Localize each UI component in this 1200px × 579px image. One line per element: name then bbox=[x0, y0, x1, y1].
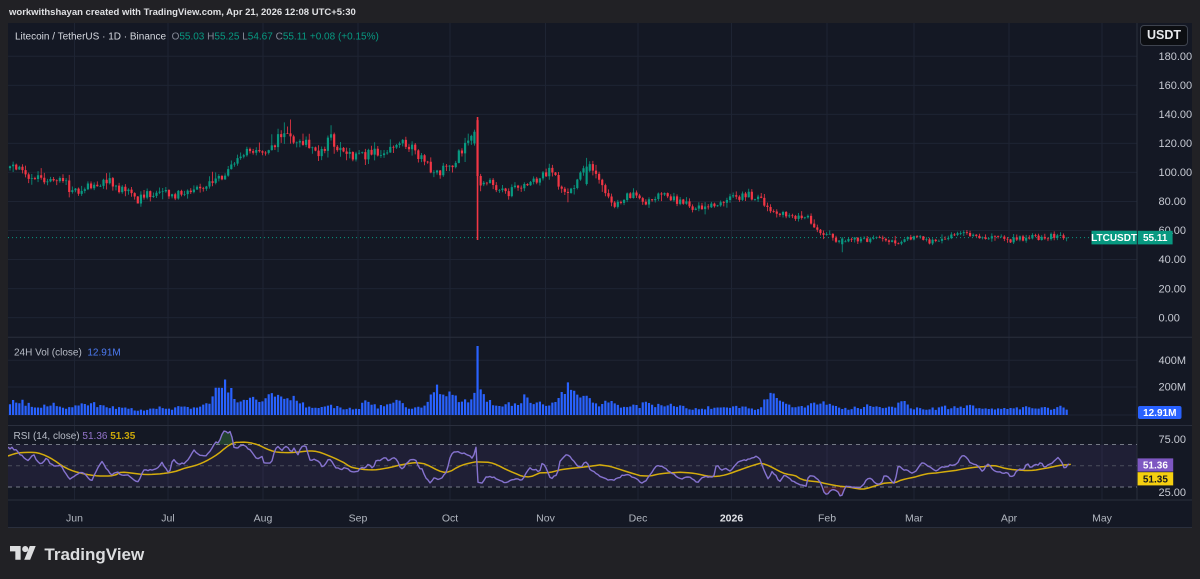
svg-text:Sep: Sep bbox=[349, 513, 368, 525]
svg-text:200M: 200M bbox=[1159, 382, 1187, 394]
svg-text:May: May bbox=[1092, 513, 1113, 525]
svg-text:55.11: 55.11 bbox=[1143, 233, 1168, 244]
svg-text:51.35: 51.35 bbox=[1143, 474, 1168, 485]
svg-text:Jun: Jun bbox=[66, 513, 83, 525]
svg-text:2026: 2026 bbox=[720, 513, 744, 525]
svg-text:100.00: 100.00 bbox=[1159, 167, 1193, 179]
svg-text:RSI (14, close) 51.36 51.35: RSI (14, close) 51.36 51.35 bbox=[14, 431, 136, 442]
svg-text:24H Vol (close) 12.91M: 24H Vol (close) 12.91M bbox=[14, 348, 121, 359]
svg-text:20.00: 20.00 bbox=[1159, 283, 1187, 295]
svg-text:Jul: Jul bbox=[161, 513, 174, 525]
svg-text:140.00: 140.00 bbox=[1159, 109, 1193, 121]
svg-text:Oct: Oct bbox=[442, 513, 458, 525]
svg-text:120.00: 120.00 bbox=[1159, 138, 1193, 150]
svg-text:160.00: 160.00 bbox=[1159, 80, 1193, 92]
svg-text:LTCUSDT: LTCUSDT bbox=[1091, 233, 1137, 244]
svg-text:Apr: Apr bbox=[1001, 513, 1018, 525]
svg-text:Mar: Mar bbox=[905, 513, 924, 525]
svg-text:Litecoin / TetherUS · 1D · Bin: Litecoin / TetherUS · 1D · Binance O55.0… bbox=[15, 31, 379, 42]
svg-text:0.00: 0.00 bbox=[1159, 312, 1180, 324]
svg-text:Aug: Aug bbox=[254, 513, 273, 525]
svg-text:Feb: Feb bbox=[818, 513, 836, 525]
svg-text:80.00: 80.00 bbox=[1159, 196, 1187, 208]
svg-text:Dec: Dec bbox=[629, 513, 648, 525]
svg-text:180.00: 180.00 bbox=[1159, 51, 1193, 63]
svg-text:12.91M: 12.91M bbox=[1143, 408, 1176, 419]
svg-text:25.00: 25.00 bbox=[1159, 487, 1187, 499]
svg-text:Nov: Nov bbox=[536, 513, 555, 525]
svg-text:40.00: 40.00 bbox=[1159, 254, 1187, 266]
svg-text:400M: 400M bbox=[1159, 355, 1187, 367]
svg-text:75.00: 75.00 bbox=[1159, 434, 1187, 446]
svg-text:51.36: 51.36 bbox=[1143, 461, 1168, 472]
